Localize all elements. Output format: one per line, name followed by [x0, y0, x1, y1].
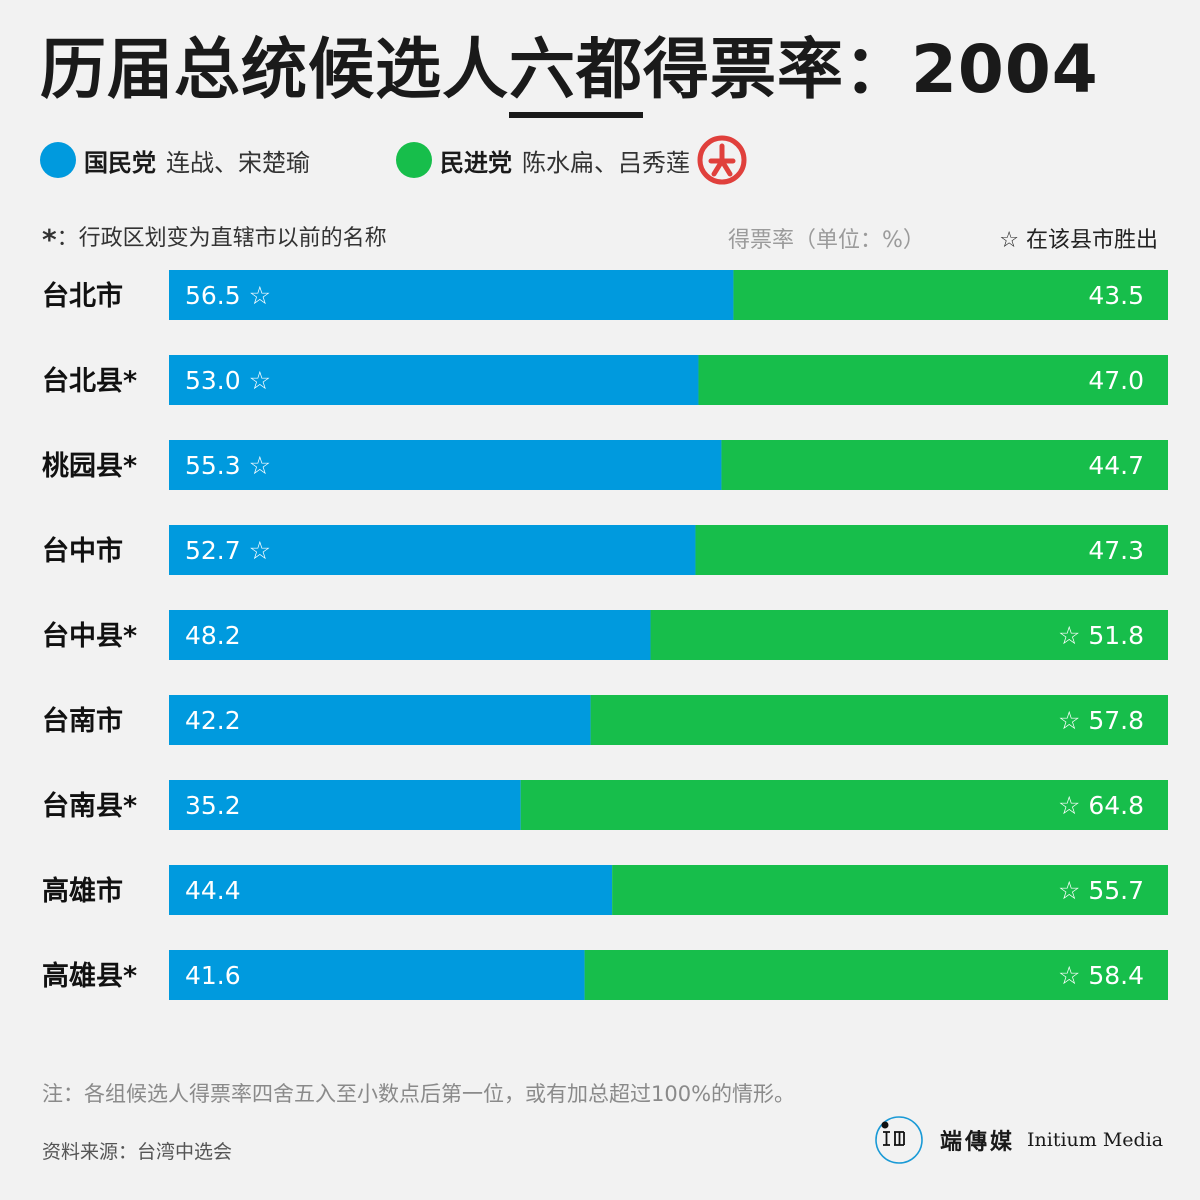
kmt-value-label: 41.6 [185, 961, 241, 990]
kmt-value-label: 52.7 ☆ [185, 536, 271, 565]
kmt-bar [169, 865, 613, 915]
kmt-color-dot-icon [40, 142, 76, 178]
kmt-bar [169, 440, 722, 490]
region-label: 高雄市 [42, 875, 123, 907]
region-label: 台北市 [42, 280, 123, 312]
region-label: 台中市 [42, 535, 123, 567]
region-label: 台北县* [42, 365, 137, 397]
kmt-value-label: 42.2 [185, 706, 241, 735]
dpp-value-label: ☆ 57.8 [1058, 706, 1144, 735]
star-legend: ☆ 在该县市胜出 [999, 228, 1158, 253]
chart-title: 历届总统候选人六都得票率：2004 [40, 28, 1099, 118]
dpp-value-label: ☆ 64.8 [1058, 791, 1144, 820]
stacked-bar-chart: 台北市 56.5 ☆ 43.5 台北县* 53.0 ☆ 47.0 桃园县* 55.3 ☆ 44.… [42, 270, 1168, 1000]
asterisk-footnote: *：行政区划变为直辖市以前的名称 [42, 220, 387, 256]
region-label: 台南县* [42, 790, 137, 822]
dpp-bar [612, 865, 1168, 915]
kmt-bar [169, 525, 696, 575]
dpp-value-label: 47.3 [1088, 536, 1144, 565]
dpp-bar [695, 525, 1168, 575]
dpp-value-label: 43.5 [1088, 281, 1144, 310]
asterisk-symbol: * [42, 223, 57, 256]
legend-kmt: 国民党 连战、宋楚瑜 [40, 138, 310, 182]
dpp-value-label: 47.0 [1088, 366, 1144, 395]
kmt-bar [169, 610, 651, 660]
kmt-value-label: 53.0 ☆ [185, 366, 271, 395]
unit-label: 得票率（单位：%） [728, 228, 925, 253]
region-label: 台中县* [42, 620, 137, 652]
dpp-bar [698, 355, 1168, 405]
dpp-bar [520, 780, 1168, 830]
source-note: 资料来源：台湾中选会 [42, 1141, 233, 1163]
kmt-bar [169, 695, 591, 745]
dpp-value-label: ☆ 58.4 [1058, 961, 1144, 990]
dpp-value-label: ☆ 51.8 [1058, 621, 1144, 650]
dpp-bar [590, 695, 1168, 745]
legend-kmt-candidates: 连战、宋楚瑜 [166, 148, 310, 177]
ballot-stamp-icon [697, 135, 747, 185]
dpp-bar [584, 950, 1168, 1000]
region-label: 桃园县* [42, 451, 137, 482]
legend-kmt-party: 国民党 [84, 148, 156, 177]
dpp-value-label: ☆ 55.7 [1058, 876, 1144, 905]
region-label: 台南市 [42, 705, 123, 737]
brand-name-cn: 端傳媒 [940, 1130, 1016, 1155]
kmt-value-label: 48.2 [185, 621, 241, 650]
legend-dpp-candidates: 陈水扁、吕秀莲 [522, 148, 690, 177]
brand-name-en: Initium Media [1027, 1129, 1164, 1151]
title-highlight: 六都 [509, 31, 643, 118]
kmt-value-label: 35.2 [185, 791, 241, 820]
legend-dpp: 民进党 陈水扁、吕秀莲 [396, 135, 748, 185]
dpp-bar [721, 440, 1168, 490]
region-label: 高雄县* [42, 960, 137, 992]
kmt-value-label: 55.3 ☆ [185, 451, 271, 480]
rounding-note: 注：各组候选人得票率四舍五入至小数点后第一位，或有加总超过100%的情形。 [42, 1082, 796, 1106]
dpp-bar [733, 270, 1168, 320]
dpp-bar [650, 610, 1168, 660]
kmt-bar [169, 270, 734, 320]
dpp-color-dot-icon [396, 142, 432, 178]
initium-logo-icon [875, 1116, 923, 1164]
kmt-value-label: 44.4 [185, 876, 241, 905]
dpp-value-label: 44.7 [1088, 451, 1144, 480]
title-prefix: 历届总统候选人 [40, 31, 509, 108]
asterisk-footnote-text: ：行政区划变为直辖市以前的名称 [56, 226, 387, 251]
title-suffix: 得票率：2004 [643, 31, 1099, 108]
brand: 端傳媒 Initium Media [874, 1112, 1163, 1168]
kmt-value-label: 56.5 ☆ [185, 281, 271, 310]
legend-dpp-party: 民进党 [440, 148, 512, 177]
kmt-bar [169, 780, 521, 830]
kmt-bar [169, 950, 585, 1000]
kmt-bar [169, 355, 699, 405]
